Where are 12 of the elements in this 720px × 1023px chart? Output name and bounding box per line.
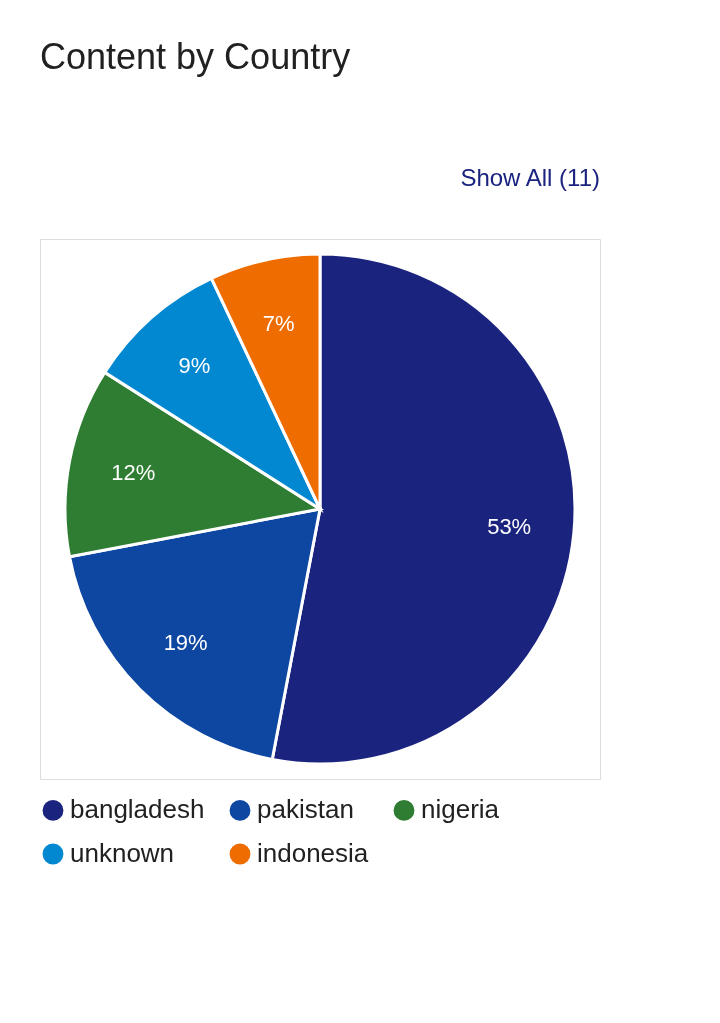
data-label: 19% [163,630,208,656]
legend-label: pakistan [257,794,354,825]
data-label: 9% [178,353,211,379]
chart-title: Content by Country [40,36,351,77]
text: Show All (11) [460,164,600,191]
legend-label: nigeria [421,794,500,825]
legend-label: unknown [70,838,175,868]
legend-label: bangladesh [70,794,205,825]
data-label: 7% [262,310,295,336]
legend-label: indonesia [257,838,369,868]
data-label: 53% [487,513,532,539]
data-label: 12% [111,460,156,486]
